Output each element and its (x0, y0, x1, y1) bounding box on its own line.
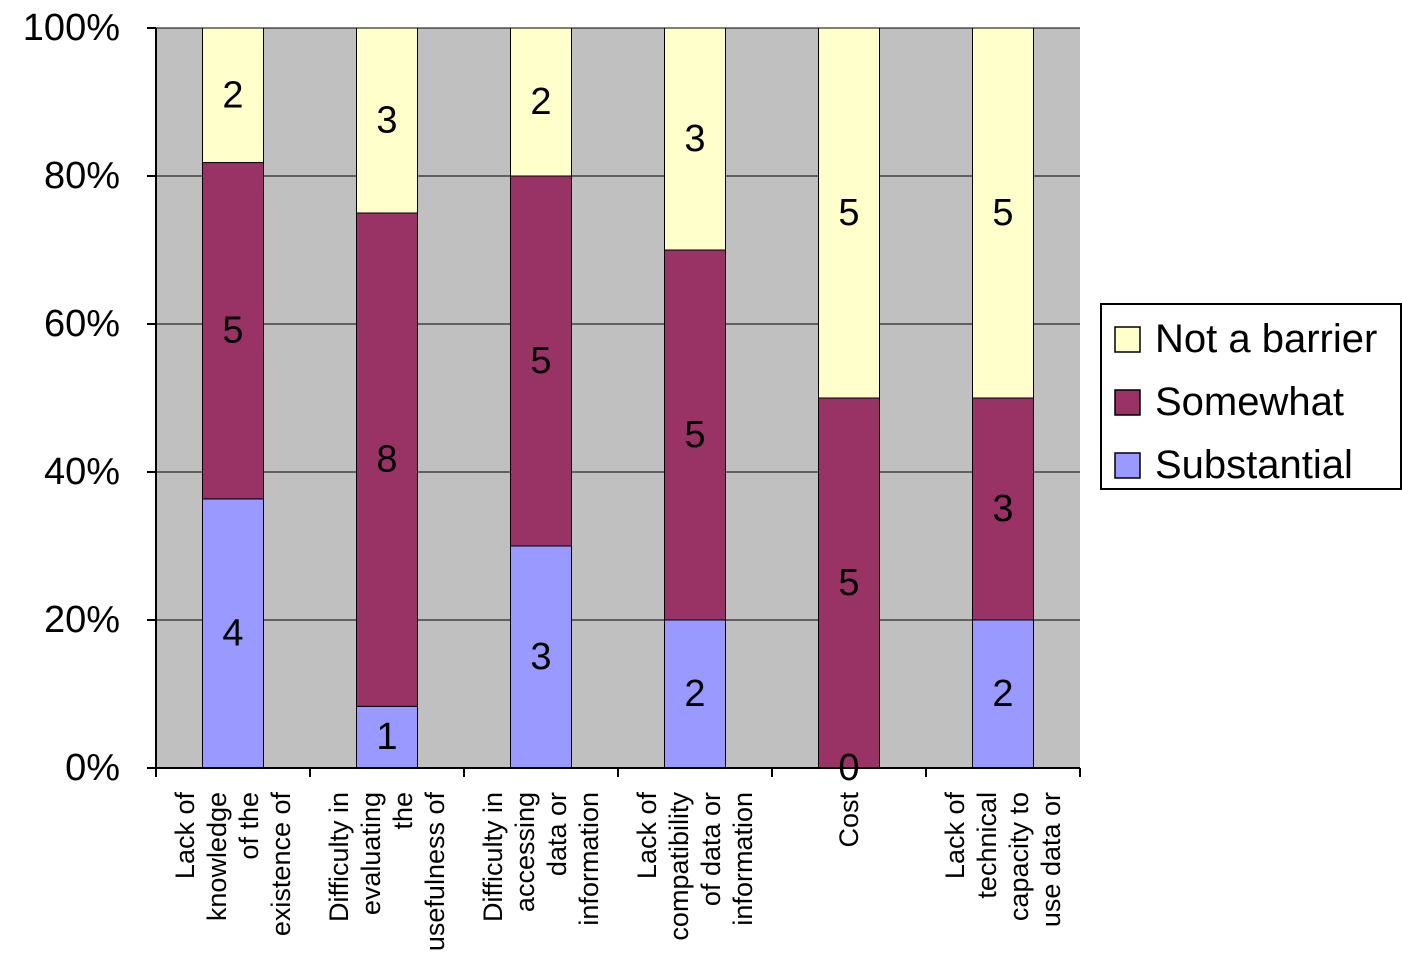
data-label: 5 (684, 414, 705, 456)
data-label: 5 (838, 562, 859, 604)
bar-segment (664, 619, 726, 769)
x-tick-label-line: data or (542, 792, 572, 876)
bar-segment (818, 397, 880, 769)
x-tick-label-line: Difficulty in (478, 792, 508, 922)
data-label: 2 (530, 81, 551, 123)
x-tick-label-line: the (388, 792, 418, 830)
data-label: 2 (222, 74, 243, 116)
data-label: 4 (222, 612, 243, 654)
legend-swatch (1114, 452, 1141, 479)
data-label: 2 (684, 673, 705, 715)
data-label: 5 (222, 310, 243, 352)
y-axis-tick-labels: 0% 20% 40% 60% 80% 100% (23, 7, 120, 789)
x-tick-label-line: usefulness of (420, 792, 450, 952)
x-tick-label: Difficulty inevaluatingtheusefulness of (324, 792, 450, 952)
x-tick-label: Difficulty inaccessingdata orinformation (478, 792, 604, 926)
legend-box (1100, 303, 1402, 490)
data-label: 3 (992, 488, 1013, 530)
axes (147, 27, 1081, 777)
bar-segment (972, 619, 1034, 769)
legend-label: Substantial (1155, 443, 1353, 487)
y-tick-label: 100% (23, 7, 120, 49)
plot-area (156, 28, 1080, 768)
bar-segment (202, 27, 264, 164)
x-tick-label-line: Difficulty in (324, 792, 354, 922)
data-label: 8 (376, 439, 397, 481)
x-axis-tick-labels: Lack ofknowledgeof theexistence of Diffic… (170, 792, 1066, 952)
bar-segment (510, 175, 572, 547)
legend-swatch (1114, 326, 1141, 353)
x-tick-label-line: Lack of (170, 792, 200, 880)
x-tick-label: Lack oftechnicalcapacity touse data or (940, 792, 1066, 928)
bar-segment (510, 27, 572, 177)
bar-segment (202, 162, 264, 500)
data-label: 5 (992, 192, 1013, 234)
bar-segment (818, 27, 880, 399)
x-tick-label-line: compatibility (664, 792, 694, 941)
x-tick-label-line: existence of (266, 792, 296, 937)
x-tick-label-line: of data or (696, 792, 726, 906)
data-label: 5 (530, 340, 551, 382)
x-tick-label-line: Cost (834, 792, 864, 848)
bar-segment (202, 498, 264, 769)
y-tick-label: 0% (65, 747, 120, 789)
bar-segment (356, 27, 418, 214)
x-tick-label-line: accessing (510, 792, 540, 912)
legend-swatch (1114, 389, 1141, 416)
data-label: 3 (684, 118, 705, 160)
legend-label: Somewhat (1155, 380, 1344, 424)
legend: Not a barrier Somewhat Substantial (1100, 303, 1402, 490)
data-label: 3 (376, 100, 397, 142)
x-tick-label: Lack ofknowledgeof theexistence of (170, 792, 296, 937)
bar-segment (664, 249, 726, 621)
bar-segment (972, 27, 1034, 399)
data-label: 1 (376, 716, 397, 758)
x-tick-label-line: knowledge (202, 792, 232, 921)
x-tick-label-line: Lack of (940, 792, 970, 880)
x-tick-label: Cost (834, 792, 864, 848)
y-tick-label: 60% (44, 303, 120, 345)
x-tick-label-line: of the (234, 792, 264, 860)
x-tick-label-line: evaluating (356, 792, 386, 915)
x-tick-label-line: use data or (1036, 792, 1066, 927)
y-tick-label: 20% (44, 599, 120, 641)
x-tick-label-line: Lack of (632, 792, 662, 880)
data-label: 2 (992, 673, 1013, 715)
x-tick-label-line: capacity to (1004, 792, 1034, 921)
x-tick-label-line: technical (972, 792, 1002, 899)
bar-segment (510, 545, 572, 769)
x-tick-label: Lack ofcompatibilityof data orinformatio… (632, 792, 758, 941)
bars (202, 27, 1034, 769)
bar-segment (664, 27, 726, 251)
y-tick-label: 80% (44, 155, 120, 197)
x-tick-label-line: information (574, 792, 604, 926)
bar-segment (972, 397, 1034, 621)
legend-label: Not a barrier (1155, 317, 1377, 361)
data-label: 5 (838, 192, 859, 234)
gridlines (156, 27, 1080, 621)
x-tick-label-line: information (728, 792, 758, 926)
y-tick-label: 40% (44, 451, 120, 493)
data-label: 3 (530, 636, 551, 678)
